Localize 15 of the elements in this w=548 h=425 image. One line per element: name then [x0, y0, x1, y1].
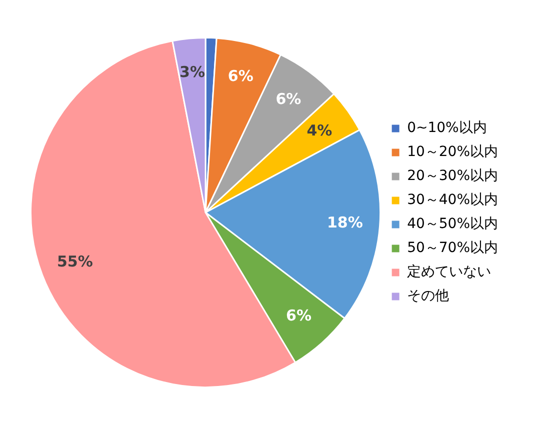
legend-label: 50～70%以内 [407, 240, 498, 256]
data-label: 4% [306, 121, 332, 140]
data-label: 55% [56, 252, 93, 270]
data-label: 6% [228, 67, 254, 86]
legend-label: 10～20%以内 [407, 144, 498, 160]
legend-label: 定めていない [407, 264, 492, 280]
legend-label: 20～30%以内 [407, 168, 498, 184]
data-label: 6% [286, 306, 312, 325]
legend-label: 30～40%以内 [407, 192, 498, 208]
legend-label: 40～50%以内 [407, 216, 498, 232]
legend-label: その他 [407, 288, 450, 304]
data-label: 6% [276, 90, 302, 108]
legend-label: 0~10%以内 [407, 120, 487, 136]
data-label: 3% [180, 63, 205, 82]
data-label: 18% [326, 213, 363, 232]
